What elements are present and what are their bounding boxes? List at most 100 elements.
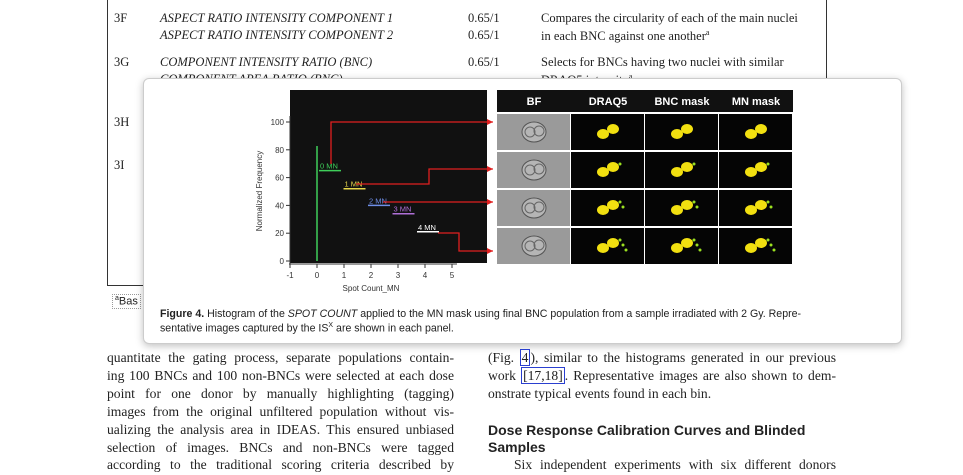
- row-id: 3F: [114, 11, 128, 25]
- connector: [330, 121, 493, 164]
- row-name: ASPECT RATIO INTENSITY COMPONENT 2: [160, 28, 394, 42]
- nucleus: [755, 200, 767, 210]
- caption-italic: SPOT COUNT: [287, 308, 358, 320]
- row-description: Selects for BNCs having two nuclei with …: [541, 55, 784, 69]
- micronucleus: [624, 248, 628, 252]
- body-line: ing 100 BNCs and 100 non-BNCs were selec…: [107, 367, 454, 383]
- figure-link[interactable]: 4: [519, 349, 531, 366]
- row-name: COMPONENT INTENSITY RATIO (BNC): [160, 55, 373, 69]
- nucleus: [607, 162, 619, 172]
- arrowhead: [487, 119, 493, 125]
- citation-link[interactable]: [17,18]: [521, 367, 565, 384]
- section-heading: Dose Response Calibration Curves and Bli…: [488, 422, 806, 438]
- nucleus: [755, 124, 767, 134]
- micronucleus: [772, 248, 776, 252]
- body-line: according to the traditional scoring cri…: [107, 457, 454, 473]
- caption: Figure 4. Histogram of the SPOT COUNT ap…: [160, 308, 801, 320]
- micronucleus: [621, 205, 625, 209]
- nucleus: [524, 240, 536, 252]
- micronucleus: [766, 162, 770, 166]
- micronucleus: [695, 205, 699, 209]
- column-header: BNC mask: [654, 96, 710, 108]
- nucleus: [671, 205, 683, 215]
- x-tick-label: 1: [342, 271, 347, 280]
- bin-label: 4 MN: [418, 223, 436, 232]
- y-tick-label: 20: [275, 229, 284, 238]
- nucleus: [597, 167, 609, 177]
- nucleus: [745, 129, 757, 139]
- nucleus: [671, 129, 683, 139]
- column-header: DRAQ5: [589, 96, 628, 108]
- micronucleus: [618, 200, 622, 204]
- bin-label: 2 MN: [369, 196, 387, 205]
- nucleus: [745, 243, 757, 253]
- row-description: in each BNC against one anothera: [541, 28, 709, 44]
- row-id: 3H: [114, 115, 130, 129]
- x-axis-label: Spot Count_MN: [343, 284, 400, 293]
- text: . Representative images are also shown t…: [564, 368, 836, 383]
- nucleus: [745, 167, 757, 177]
- body-line: onstrate typical events found in each bi…: [488, 386, 712, 401]
- text: ), similar to the histograms generated i…: [530, 350, 836, 365]
- caption: sentative images captured by the ISX are…: [160, 322, 454, 335]
- caption-text: are shown in each panel.: [336, 322, 454, 335]
- y-tick-label: 60: [275, 174, 284, 183]
- caption-text: Histogram of the: [207, 308, 285, 320]
- text: (Fig.: [488, 350, 515, 365]
- arrowhead: [487, 166, 493, 172]
- row-ratio: 0.65/1: [468, 55, 500, 69]
- nucleus: [755, 238, 767, 248]
- x-tick-label: 2: [369, 271, 374, 280]
- row-ratio: 0.65/1: [468, 28, 500, 42]
- nucleus: [607, 238, 619, 248]
- column-header: MN mask: [732, 96, 781, 108]
- micronucleus: [692, 238, 696, 242]
- caption-sup: X: [328, 322, 334, 329]
- nucleus: [681, 162, 693, 172]
- grid-header: [497, 90, 793, 112]
- nucleus: [755, 162, 767, 172]
- figure-popup: 0 20 40 60 80 100 -1 0 1 2 3 4 5 Normalized Frequency…: [143, 78, 902, 344]
- note: a: [705, 28, 710, 37]
- row-id: 3G: [114, 55, 130, 69]
- bin-label: 1 MN: [345, 180, 363, 189]
- row-id: 3I: [114, 158, 125, 172]
- note: a: [628, 72, 633, 81]
- column-header: BF: [527, 96, 542, 108]
- micronucleus: [618, 162, 622, 166]
- row-ratio: 0.65/1: [468, 11, 500, 25]
- micronucleus: [692, 162, 696, 166]
- x-tick-label: 0: [315, 271, 320, 280]
- nucleus: [533, 125, 545, 137]
- micronucleus: [769, 243, 773, 247]
- text: Bas: [118, 295, 138, 308]
- note: a: [115, 295, 119, 302]
- nucleus: [671, 167, 683, 177]
- body-line: quantitate the gating process, separate …: [107, 350, 454, 365]
- x-tick-label: 4: [423, 271, 428, 280]
- x-tick-label: 3: [396, 271, 401, 280]
- y-tick-label: 0: [280, 257, 285, 266]
- text: work: [488, 368, 516, 383]
- body-line: selection of images. BNCs and non-BNCs w…: [107, 439, 454, 455]
- bin-label: 0 MN: [320, 162, 338, 171]
- micronucleus: [769, 205, 773, 209]
- nucleus: [533, 201, 545, 213]
- table-border: [107, 0, 108, 285]
- nucleus: [681, 238, 693, 248]
- arrowhead: [487, 199, 493, 205]
- body-line: point for one donor by manually highligh…: [107, 385, 454, 401]
- micronucleus: [766, 238, 770, 242]
- micronucleus: [766, 200, 770, 204]
- nucleus: [524, 202, 536, 214]
- y-tick-label: 80: [275, 146, 284, 155]
- nucleus: [681, 200, 693, 210]
- row-name: ASPECT RATIO INTENSITY COMPONENT 1: [160, 11, 394, 25]
- x-tick-label: -1: [286, 271, 294, 280]
- nucleus: [681, 124, 693, 134]
- micronucleus: [621, 243, 625, 247]
- plot-background: [290, 90, 487, 263]
- nucleus: [524, 164, 536, 176]
